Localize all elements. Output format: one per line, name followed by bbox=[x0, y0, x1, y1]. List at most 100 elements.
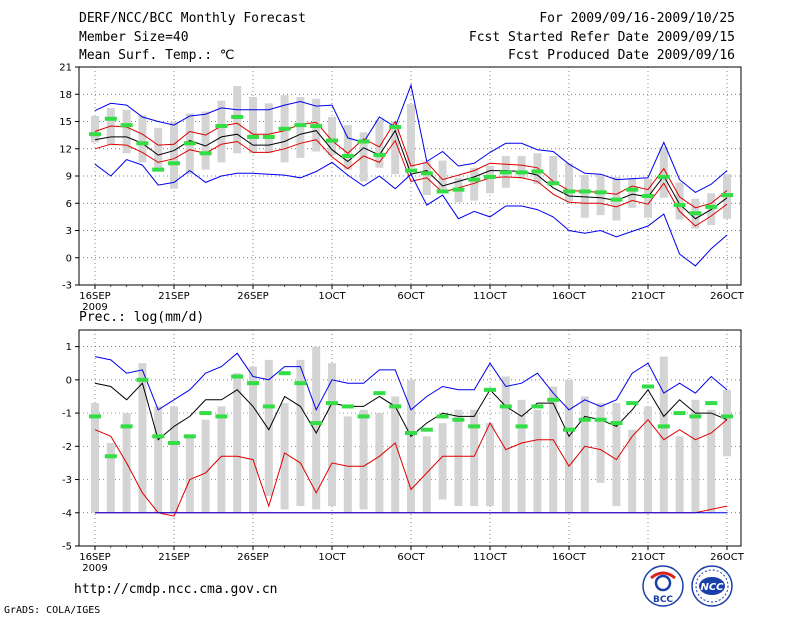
y-tick-label: -3 bbox=[62, 281, 72, 292]
mean-marker bbox=[594, 190, 607, 195]
mean-marker bbox=[721, 193, 733, 198]
x-tick-label: 16OCT bbox=[552, 552, 587, 563]
mean-marker bbox=[531, 404, 544, 409]
mean-marker bbox=[326, 138, 338, 143]
x-tick-label: 16OCT bbox=[552, 291, 587, 302]
spread-box bbox=[122, 109, 131, 154]
x-tick-label: 21SEP bbox=[158, 552, 189, 563]
mean-marker bbox=[626, 187, 639, 192]
mean-marker bbox=[357, 414, 370, 419]
mean-marker bbox=[484, 387, 496, 392]
mean-marker bbox=[326, 401, 338, 406]
mean-marker bbox=[231, 114, 244, 119]
mean-marker bbox=[247, 134, 259, 139]
spread-box bbox=[375, 413, 384, 513]
plot-frame bbox=[78, 66, 742, 286]
spread-box bbox=[517, 399, 526, 513]
mean-marker bbox=[420, 427, 433, 432]
mean-marker bbox=[294, 123, 307, 128]
mean-marker bbox=[705, 204, 718, 209]
spread-box bbox=[106, 442, 115, 513]
spread-box bbox=[501, 376, 510, 513]
x-tick-label: 1OCT bbox=[318, 291, 346, 302]
mean-marker bbox=[642, 384, 654, 389]
spread-box bbox=[565, 379, 573, 513]
spread-box bbox=[628, 177, 637, 208]
spread-box bbox=[138, 363, 147, 513]
spread-box bbox=[612, 403, 621, 507]
y-tick-label: 12 bbox=[59, 144, 72, 155]
spread-box bbox=[185, 436, 194, 513]
mean-marker bbox=[168, 161, 180, 166]
mean-marker bbox=[120, 123, 133, 128]
mean-marker bbox=[310, 124, 323, 129]
spread-box bbox=[91, 403, 99, 513]
spread-box bbox=[343, 125, 352, 170]
chart-title: DERF/NCC/BCC Monthly Forecast bbox=[79, 11, 306, 26]
mean-marker bbox=[515, 424, 528, 429]
mean-marker bbox=[310, 421, 323, 426]
x-tick-label: 11OCT bbox=[473, 552, 508, 563]
mean-marker bbox=[594, 417, 607, 422]
spread-box bbox=[359, 132, 368, 182]
spread-box bbox=[422, 436, 431, 513]
spread-box bbox=[628, 429, 637, 513]
spread-box bbox=[533, 153, 542, 185]
spread-box bbox=[470, 409, 479, 507]
spread-box bbox=[596, 174, 605, 216]
series-line-blue-min bbox=[94, 159, 728, 267]
bcc-logo: BCC bbox=[642, 565, 684, 607]
spread-box bbox=[675, 436, 684, 513]
footer-url[interactable]: http://cmdp.ncc.cma.gov.cn bbox=[74, 582, 278, 597]
mean-marker bbox=[199, 151, 212, 156]
spread-box bbox=[217, 100, 226, 163]
mean-marker bbox=[626, 401, 639, 406]
mean-marker bbox=[657, 424, 670, 429]
y-tick-label: -2 bbox=[62, 442, 72, 453]
spread-box bbox=[375, 119, 384, 168]
mean-marker bbox=[341, 404, 354, 409]
spread-box bbox=[249, 96, 257, 154]
spread-box bbox=[486, 166, 494, 194]
spread-box bbox=[565, 163, 573, 202]
spread-box bbox=[723, 389, 731, 457]
spread-box bbox=[264, 359, 273, 497]
mean-marker bbox=[563, 189, 575, 194]
mean-marker bbox=[657, 174, 670, 179]
spread-box bbox=[154, 406, 163, 513]
mean-marker bbox=[215, 124, 228, 129]
mean-marker bbox=[262, 134, 275, 139]
x-tick-label: 11OCT bbox=[473, 291, 508, 302]
x-tick-label: 21OCT bbox=[631, 291, 666, 302]
series-line-red-upper bbox=[94, 120, 728, 209]
spread-box bbox=[580, 396, 589, 513]
series-line-red-lower bbox=[94, 418, 728, 517]
spread-box bbox=[486, 423, 494, 507]
mean-marker bbox=[452, 187, 465, 192]
bcc-logo-text: BCC bbox=[653, 595, 673, 605]
mean-marker bbox=[531, 169, 544, 174]
spread-box bbox=[707, 409, 716, 513]
mean-marker bbox=[136, 377, 149, 382]
mean-marker bbox=[705, 401, 718, 406]
grads-credit: GrADS: COLA/IGES bbox=[4, 605, 101, 616]
mean-marker bbox=[547, 181, 560, 186]
mean-marker bbox=[262, 404, 275, 409]
forecast-produced: Fcst Produced Date 2009/09/16 bbox=[508, 48, 735, 63]
mean-marker bbox=[89, 132, 101, 137]
mean-marker bbox=[341, 154, 354, 159]
mean-marker bbox=[199, 411, 212, 416]
mean-marker bbox=[389, 124, 402, 129]
y-tick-label: 9 bbox=[66, 172, 72, 183]
spread-box bbox=[343, 416, 352, 513]
mean-marker bbox=[499, 170, 512, 175]
spread-box bbox=[454, 409, 463, 507]
mean-marker bbox=[136, 141, 149, 146]
spread-box bbox=[517, 156, 526, 179]
series-line-blue-max bbox=[94, 83, 728, 193]
mean-marker bbox=[278, 371, 291, 376]
y-tick-label: 1 bbox=[66, 342, 72, 353]
spread-box bbox=[249, 366, 257, 513]
